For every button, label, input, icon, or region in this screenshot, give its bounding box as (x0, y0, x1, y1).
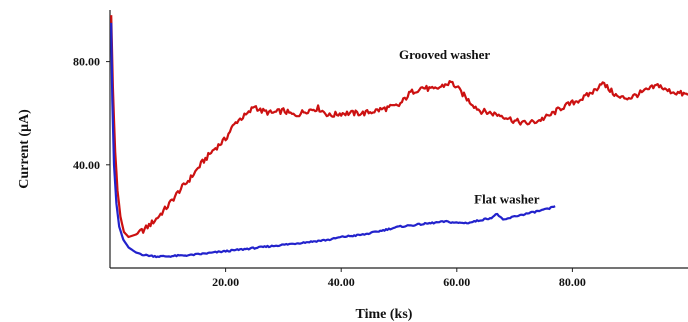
axes (109, 10, 688, 269)
series-layer (110, 15, 688, 259)
x-tick-label: 60.00 (443, 275, 470, 289)
series-line-grooved-washer (110, 15, 688, 239)
ticks: 20.00 40.00 60.00 80.00 40.00 80.00 (73, 55, 586, 289)
y-axis-label: Current (μA) (17, 109, 32, 189)
series-annotation: Flat washer (474, 192, 540, 207)
annotation-layer: Grooved washer Flat washer (399, 47, 540, 206)
x-tick-label: 20.00 (212, 275, 239, 289)
y-tick-label: 80.00 (73, 55, 100, 69)
y-tick-label: 40.00 (73, 158, 100, 172)
series-line-flat-washer (110, 22, 556, 259)
x-axis-label: Time (ks) (356, 307, 413, 322)
x-tick-label: 80.00 (559, 275, 586, 289)
series-annotation: Grooved washer (399, 47, 490, 62)
x-tick-label: 40.00 (328, 275, 355, 289)
